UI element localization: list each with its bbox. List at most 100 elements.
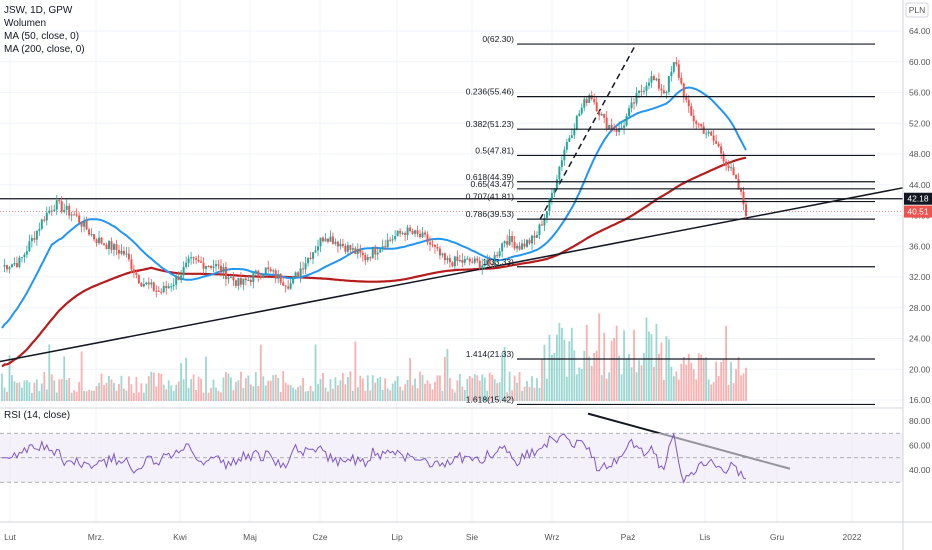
candle	[207, 265, 210, 268]
volume-bar	[598, 313, 601, 401]
candle	[488, 255, 491, 268]
candle	[650, 70, 653, 88]
volume-bar	[463, 389, 466, 401]
candle	[219, 259, 222, 277]
candle	[538, 223, 541, 240]
volume-bar	[55, 392, 58, 401]
price-tick-label: 28.00	[909, 303, 931, 313]
candle	[83, 216, 86, 232]
volume-bar	[93, 390, 95, 401]
candle	[466, 255, 469, 260]
candle	[351, 243, 354, 253]
volume-bar	[16, 382, 18, 401]
candle	[60, 195, 63, 214]
volume-bar	[491, 374, 494, 401]
volume-bar	[210, 388, 212, 401]
fib-level-label: 0.236(55.46)	[466, 87, 514, 97]
candle	[526, 238, 529, 248]
rsi-title[interactable]: RSI (14, close)	[4, 410, 70, 421]
candle	[272, 268, 275, 275]
volume-bar	[43, 371, 46, 401]
candle	[78, 212, 81, 223]
candle	[170, 283, 173, 292]
volume-bar	[697, 353, 700, 401]
volume-bar	[197, 376, 200, 401]
candle	[453, 255, 456, 270]
volume-bar	[441, 390, 444, 401]
fibonacci-levels[interactable]: 0(62.30) 0.236(55.46) 0.382(51.23) 0.5(47.8…	[466, 34, 875, 406]
volume-bar	[536, 378, 538, 401]
volume-bar	[142, 392, 145, 401]
volume-bar	[707, 379, 710, 401]
candle	[565, 138, 568, 153]
volume-bar	[655, 323, 658, 401]
candle	[436, 243, 439, 252]
volume-bar	[416, 388, 419, 401]
volume-bar	[745, 367, 747, 401]
volume-bar	[70, 392, 73, 401]
candle	[471, 257, 474, 264]
candle	[73, 210, 76, 216]
volume-bar	[287, 384, 290, 401]
volume-bar	[424, 383, 426, 401]
volume-bar	[63, 356, 66, 401]
candle	[645, 81, 648, 97]
candle	[426, 231, 429, 246]
candle	[63, 203, 66, 214]
candle	[573, 123, 576, 139]
volume-bar	[468, 376, 471, 401]
volume-bar	[414, 378, 416, 401]
volume-bar	[341, 373, 344, 401]
volume-bar	[675, 371, 678, 401]
candle	[339, 238, 342, 250]
candle	[341, 238, 344, 249]
candle	[180, 270, 183, 283]
volume-bar	[167, 380, 170, 401]
volume-bar	[33, 382, 36, 401]
volume-bar	[401, 390, 404, 401]
candle	[481, 258, 484, 275]
candle	[667, 75, 670, 96]
currency-badge[interactable]	[905, 2, 929, 18]
fib-level-label: 0.786(39.53)	[466, 209, 514, 219]
volume-bars	[1, 313, 747, 401]
volume-bar	[665, 336, 668, 401]
volume-bar	[366, 375, 369, 401]
volume-bar	[192, 374, 195, 401]
candle	[346, 241, 349, 254]
candle	[274, 268, 277, 284]
candle	[513, 236, 516, 251]
volume-bar	[643, 352, 645, 401]
candle	[210, 265, 213, 270]
indicator-ma50-label[interactable]: MA (50, close, 0)	[4, 31, 79, 42]
candle	[309, 251, 312, 261]
candle	[190, 251, 193, 265]
indicator-ma200-label[interactable]: MA (200, close, 0)	[4, 44, 85, 55]
indicator-volume-label[interactable]: Wolumen	[4, 18, 46, 29]
time-axis[interactable]: Lut Mrz. Kwi Maj Cze Lip Sie Wrz Paź Lis Gru 2022	[4, 532, 862, 542]
candle	[205, 265, 208, 274]
rsi-pane	[0, 432, 903, 484]
candle	[289, 279, 292, 290]
candle	[307, 257, 310, 267]
impulse-trendline[interactable]	[539, 43, 637, 220]
volume-bar	[30, 392, 33, 401]
support-trendline[interactable]	[0, 187, 904, 363]
candle	[448, 254, 451, 268]
candle	[85, 216, 88, 230]
candle	[319, 237, 322, 253]
candle	[361, 250, 364, 262]
volume-bar	[501, 352, 504, 401]
volume-bar	[546, 378, 548, 401]
volume-bar	[160, 373, 163, 401]
last-price-label: 40.51	[907, 207, 929, 217]
candle	[257, 269, 260, 282]
candle	[312, 251, 315, 265]
candle	[317, 239, 320, 257]
rsi-axis[interactable]: 80.00 60.00 40.00	[909, 416, 931, 475]
volume-bar	[523, 386, 526, 401]
price-axis[interactable]: 64.0060.0056.0052.0048.0044.0040.0036.00…	[904, 26, 932, 405]
volume-bar	[434, 381, 436, 401]
candle	[570, 128, 573, 139]
